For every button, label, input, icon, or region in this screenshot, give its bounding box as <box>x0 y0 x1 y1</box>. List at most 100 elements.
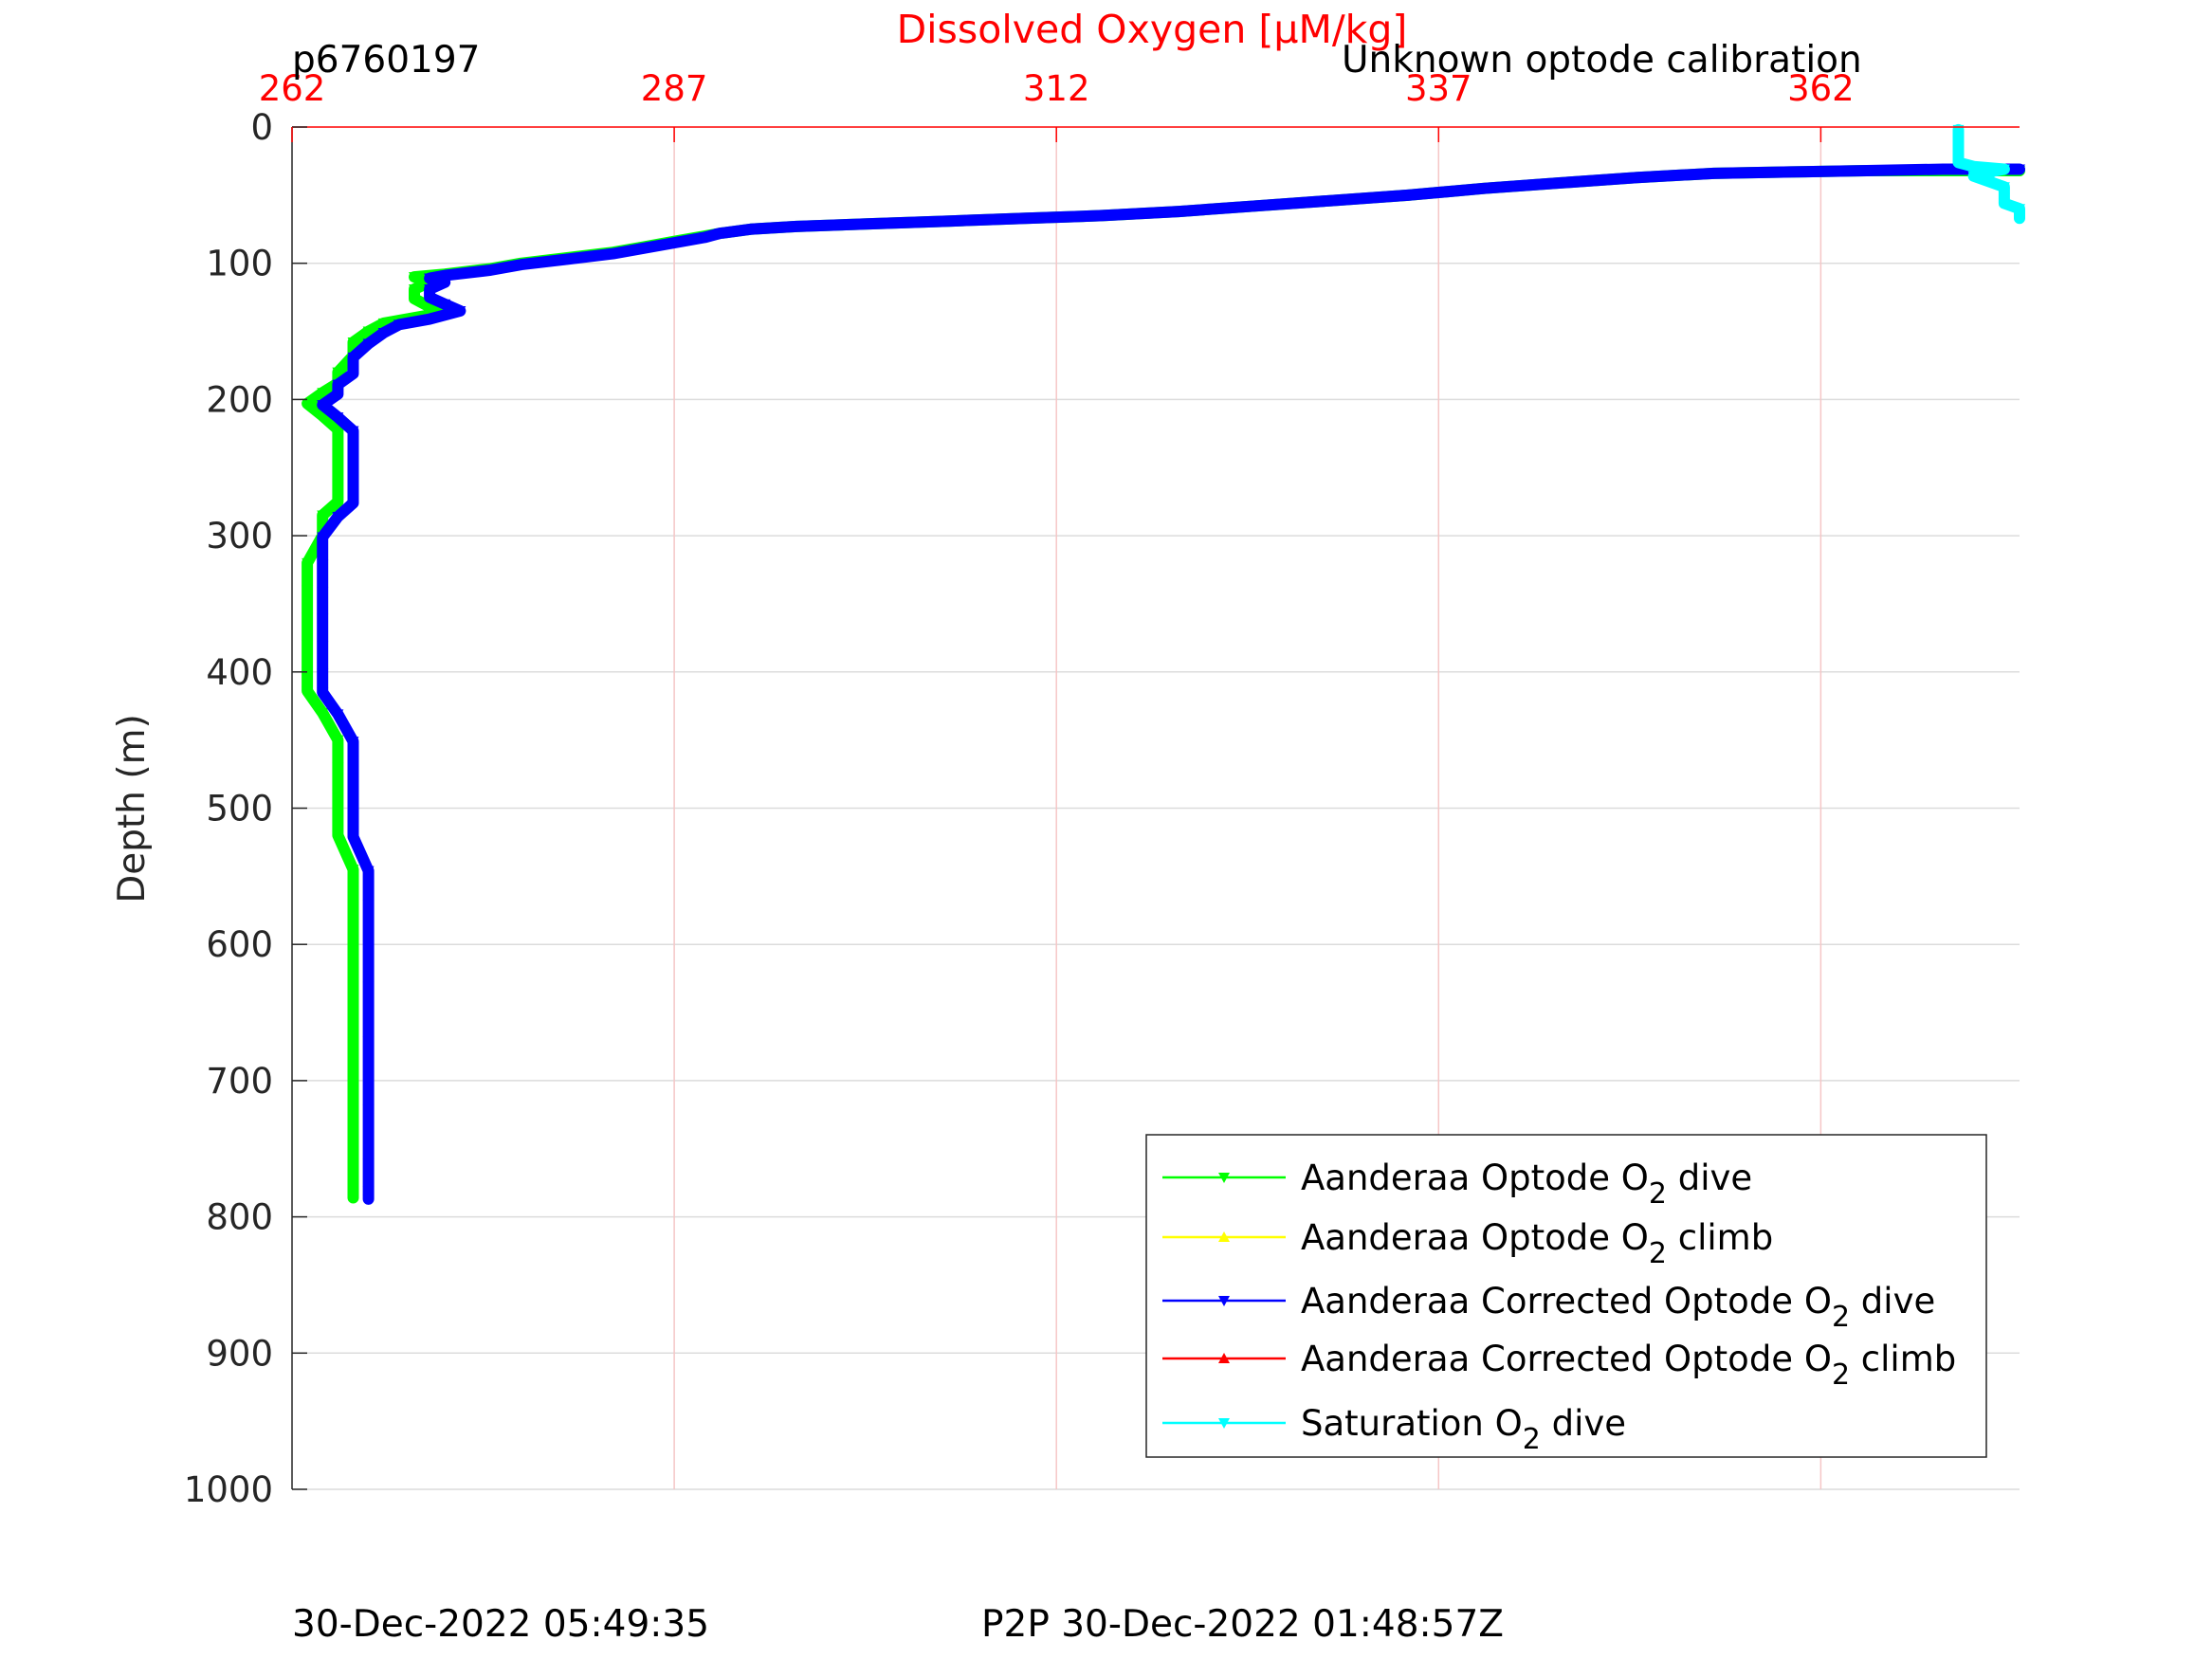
data-point <box>302 666 314 678</box>
chart-title: Dissolved Oxygen [µM/kg] <box>897 7 1408 52</box>
legend-label: Aanderaa Corrected Optode O2 dive <box>1301 1281 1935 1334</box>
data-point <box>1860 165 1873 176</box>
data-point <box>377 327 390 338</box>
data-point <box>393 319 405 331</box>
data-point <box>332 412 344 424</box>
y-tick-label: 100 <box>206 244 273 284</box>
data-point <box>943 216 956 228</box>
data-point <box>347 426 359 437</box>
data-point <box>347 480 359 491</box>
data-point <box>317 510 329 521</box>
data-point <box>347 1184 359 1195</box>
data-point <box>424 314 436 325</box>
data-point <box>1631 173 1643 184</box>
data-point <box>1555 177 1567 189</box>
data-point <box>377 318 390 329</box>
data-point <box>362 866 375 877</box>
data-point <box>1983 167 1995 178</box>
data-point <box>347 1103 359 1114</box>
data-point <box>347 450 359 462</box>
legend-marker <box>1218 1173 1230 1183</box>
data-point <box>362 326 375 337</box>
legend-label: Aanderaa Corrected Optode O2 climb <box>1301 1339 1956 1392</box>
data-point <box>408 272 420 283</box>
data-point <box>791 221 803 232</box>
data-point <box>347 865 359 876</box>
data-point <box>332 511 344 522</box>
data-point <box>1249 201 1261 212</box>
data-point <box>302 685 314 697</box>
calibration-note: Unknown optode calibration <box>1342 39 1862 82</box>
data-point <box>439 299 451 310</box>
data-point <box>1983 176 1995 188</box>
data-point <box>1952 157 1965 169</box>
data-point <box>332 790 344 801</box>
data-point <box>362 900 375 911</box>
footer-timestamp: 30-Dec-2022 05:49:35 <box>292 1603 709 1646</box>
data-point <box>1937 164 1949 175</box>
data-point <box>317 668 329 680</box>
data-point <box>1998 182 2010 193</box>
y-axis-label: Depth (m) <box>111 714 154 903</box>
y-tick-label: 500 <box>206 789 273 830</box>
data-point <box>317 400 329 411</box>
data-point <box>408 284 420 296</box>
data-point <box>1967 161 1980 173</box>
y-tick-label: 1000 <box>184 1469 273 1510</box>
data-point <box>362 338 375 350</box>
data-point <box>302 612 314 624</box>
data-point <box>607 248 619 260</box>
data-point <box>1967 171 1980 182</box>
data-point <box>1998 192 2010 204</box>
data-point <box>317 707 329 719</box>
data-point <box>332 367 344 378</box>
y-tick-label: 400 <box>206 652 273 693</box>
data-point <box>347 763 359 775</box>
legend-box <box>1145 1134 1987 1458</box>
data-point <box>515 260 527 271</box>
y-tick-label: 200 <box>206 379 273 420</box>
data-point <box>1402 190 1415 201</box>
data-point <box>2014 204 2025 215</box>
y-tick-label: 700 <box>206 1061 273 1102</box>
legend: Aanderaa Optode O2 dive Aanderaa Optode O… <box>1145 1134 1987 1458</box>
grid <box>292 127 2020 1490</box>
footer-p2p-time: P2P 30-Dec-2022 01:48:57Z <box>981 1603 1504 1646</box>
data-point <box>347 1158 359 1169</box>
series-4 <box>1952 123 2025 225</box>
data-point <box>1998 187 2010 198</box>
y-tick-label: 300 <box>206 516 273 556</box>
data-point <box>302 398 314 410</box>
legend-marker <box>1218 1231 1230 1242</box>
x-tick-label: 362 <box>1787 68 1855 109</box>
data-point <box>332 497 344 508</box>
data-point <box>317 559 329 571</box>
data-point <box>302 557 314 569</box>
data-point <box>302 640 314 651</box>
data-point <box>347 939 359 951</box>
data-point <box>332 379 344 391</box>
data-point <box>1325 195 1338 207</box>
data-point <box>424 292 436 303</box>
x-tick-label: 312 <box>1023 68 1090 109</box>
data-point <box>362 981 375 993</box>
data-point <box>362 1194 375 1205</box>
data-point <box>1784 167 1797 178</box>
data-point <box>424 284 436 296</box>
data-point <box>668 238 681 249</box>
tick-labels: 0 100 200 300 400 500 600 700 800 900 1000 262 287 31… <box>184 68 1855 1510</box>
data-point <box>347 352 359 363</box>
data-point <box>2014 213 2025 225</box>
legend-marker <box>1218 1296 1230 1306</box>
data-point <box>317 687 329 699</box>
data-point <box>2014 164 2025 175</box>
x-tick-label: 262 <box>259 68 326 109</box>
data-point <box>1019 213 1032 225</box>
data-point <box>317 388 329 399</box>
data-point <box>1998 164 2010 175</box>
data-point <box>332 479 344 490</box>
data-point <box>1952 149 1965 160</box>
data-point <box>317 532 329 543</box>
plot-series <box>302 123 2025 1205</box>
data-point <box>362 1036 375 1048</box>
